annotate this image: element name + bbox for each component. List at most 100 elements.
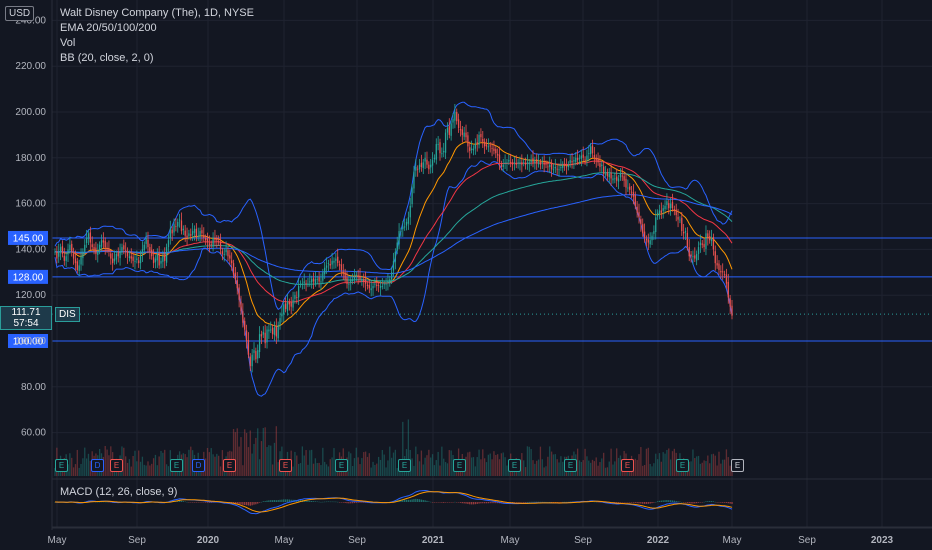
volume-bar — [558, 462, 560, 476]
candle-body — [608, 173, 610, 178]
candle-body — [718, 263, 720, 271]
macd-hist-bar — [707, 501, 709, 502]
earnings-marker[interactable]: E — [170, 459, 183, 472]
volume-bar — [151, 463, 153, 476]
earnings-marker[interactable]: E — [676, 459, 689, 472]
volume-bar — [82, 458, 84, 476]
candle-body — [649, 240, 651, 245]
candle-body — [396, 242, 398, 251]
volume-bar — [67, 464, 69, 476]
candle-body — [413, 171, 415, 189]
candle-body — [138, 260, 140, 264]
macd-hist-bar — [178, 500, 181, 502]
earnings-marker[interactable]: E — [398, 459, 411, 472]
earnings-marker[interactable]: E — [55, 459, 68, 472]
macd-hist-bar — [523, 502, 525, 503]
earnings-marker[interactable]: E — [508, 459, 521, 472]
candle-body — [627, 187, 629, 189]
legend-bb[interactable]: BB (20, close, 2, 0) — [60, 52, 154, 64]
volume-bar — [152, 458, 155, 476]
earnings-marker[interactable]: E — [564, 459, 577, 472]
candle-body — [480, 133, 482, 138]
earnings-marker[interactable]: E — [335, 459, 348, 472]
earnings-marker[interactable]: E — [223, 459, 236, 472]
candle-body — [266, 329, 268, 343]
volume-bar — [584, 448, 586, 476]
volume-bar — [130, 466, 132, 476]
macd-hist-bar — [240, 502, 242, 505]
candle-body — [333, 260, 335, 263]
volume-bar — [647, 447, 649, 476]
candle-body — [147, 239, 149, 248]
earnings-marker[interactable]: E — [453, 459, 466, 472]
volume-bar — [424, 457, 426, 476]
volume-bar — [89, 460, 91, 476]
dividend-marker[interactable]: D — [91, 459, 104, 472]
macd-hist-bar — [660, 500, 662, 502]
candle-body — [415, 166, 417, 171]
candle-body — [130, 256, 132, 259]
candle-body — [141, 249, 144, 255]
x-tick-label: May — [48, 535, 67, 546]
volume-bar — [651, 466, 653, 476]
candle-body — [662, 208, 664, 211]
candle-body — [102, 240, 105, 243]
currency-badge[interactable]: USD — [5, 6, 35, 21]
candle-body — [616, 176, 618, 181]
earnings-marker[interactable]: E — [731, 459, 744, 472]
macd-pane — [52, 478, 932, 528]
candle-body — [643, 231, 646, 238]
candle-body — [149, 247, 151, 252]
earnings-marker[interactable]: E — [279, 459, 292, 472]
candle-body — [80, 256, 82, 265]
volume-bar — [162, 452, 164, 476]
macd-legend[interactable]: MACD (12, 26, close, 9) — [60, 486, 178, 498]
dividend-marker[interactable]: D — [192, 459, 205, 472]
candle-body — [485, 144, 488, 147]
volume-bar — [645, 448, 648, 476]
macd-hist-bar — [415, 498, 417, 502]
volume-bar — [134, 450, 136, 476]
candle-body — [668, 203, 670, 209]
volume-bar — [236, 428, 238, 476]
macd-hist-bar — [694, 502, 696, 504]
candle-body — [355, 274, 357, 276]
legend-vol[interactable]: Vol — [60, 37, 76, 49]
candle-body — [279, 318, 281, 325]
candle-body — [573, 160, 575, 162]
candle-body — [258, 334, 261, 352]
legend-ema[interactable]: EMA 20/50/100/200 — [60, 22, 157, 34]
macd-hist-bar — [426, 500, 428, 502]
earnings-marker[interactable]: E — [621, 459, 634, 472]
volume-bar — [389, 446, 391, 476]
candle-body — [151, 249, 153, 257]
macd-hist-bar — [260, 501, 263, 503]
macd-hist-bar — [511, 502, 514, 503]
candle-body — [476, 142, 478, 145]
candle-body — [452, 118, 454, 123]
earnings-marker[interactable]: E — [110, 459, 123, 472]
candle-body — [669, 203, 672, 209]
macd-hist-bar — [195, 502, 198, 503]
volume-bar — [727, 457, 729, 476]
volume-bar — [331, 457, 333, 476]
macd-hist-bar — [701, 502, 703, 503]
volume-bar — [671, 451, 674, 476]
macd-hist-bar — [463, 502, 465, 504]
volume-bar — [273, 442, 276, 476]
volume-bar — [314, 458, 317, 476]
candle-body — [575, 157, 577, 162]
x-tick-label: May — [723, 535, 742, 546]
candle-body — [169, 228, 171, 239]
candle-body — [281, 313, 283, 317]
macd-hist-bar — [190, 502, 192, 503]
volume-bar — [123, 447, 125, 476]
candle-body — [106, 248, 108, 250]
volume-bar — [688, 461, 690, 476]
candle-body — [193, 228, 196, 233]
volume-bar — [718, 451, 720, 476]
macd-hist-bar — [314, 501, 317, 502]
candle-body — [519, 162, 521, 165]
macd-hist-bar — [493, 502, 495, 504]
